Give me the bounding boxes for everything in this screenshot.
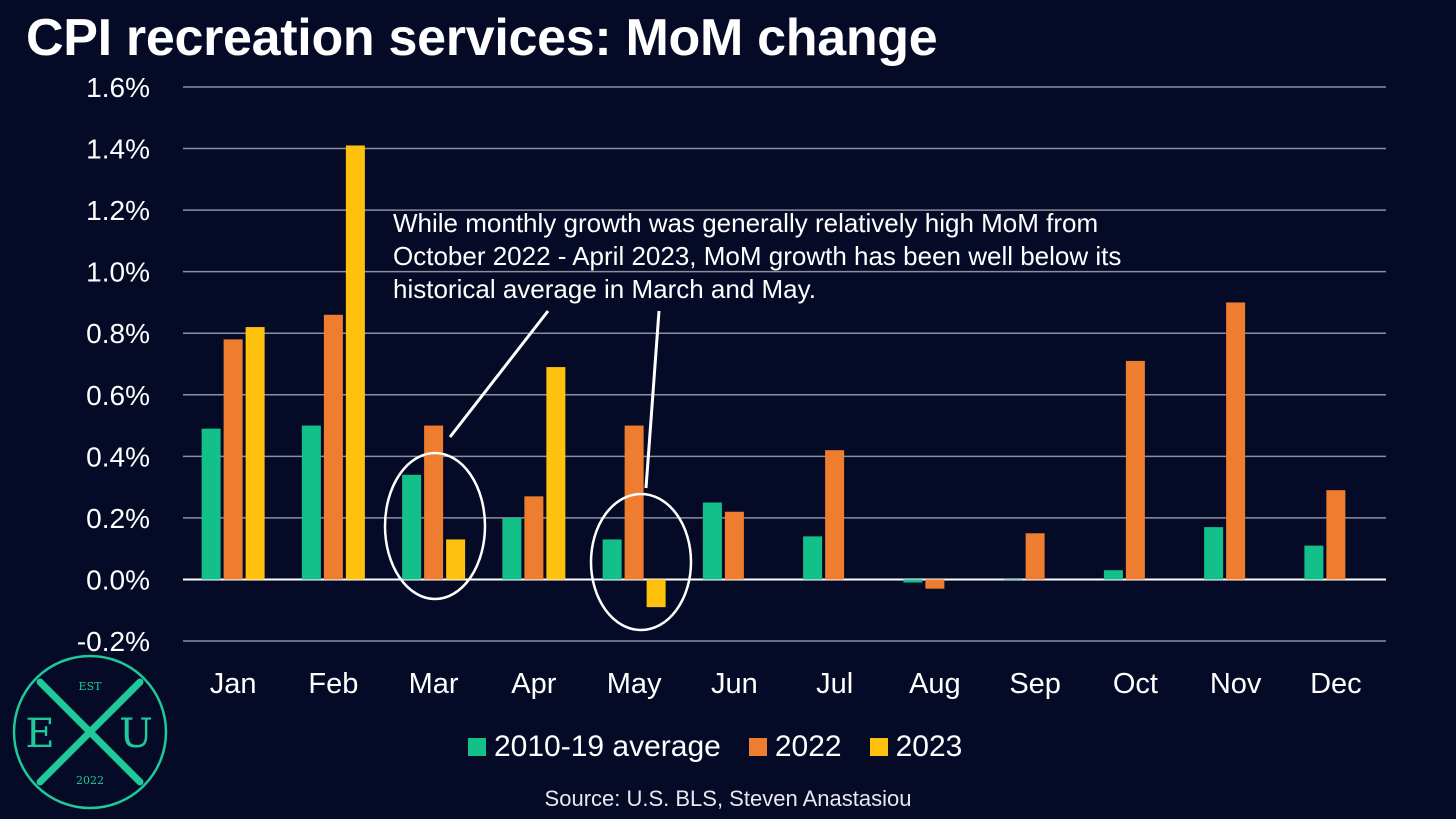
x-tick-label: Jan — [210, 668, 257, 700]
bar-jul-2022 — [825, 450, 845, 580]
x-tick-label: Jul — [816, 668, 853, 700]
x-tick-label: Apr — [511, 668, 556, 700]
y-tick-label: -0.2% — [77, 626, 150, 657]
legend-label-avg: 2010-19 average — [494, 730, 721, 763]
x-tick-label: Nov — [1210, 668, 1262, 700]
bar-may-2023 — [646, 579, 666, 608]
x-tick-label: Jun — [711, 668, 758, 700]
y-tick-label: 0.8% — [86, 318, 150, 349]
legend-swatch-2022 — [748, 738, 767, 756]
bar-apr-2023 — [546, 367, 566, 580]
y-tick-label: 0.6% — [86, 380, 150, 411]
y-tick-label: 1.4% — [86, 134, 150, 165]
bar-mar-2023 — [446, 539, 466, 580]
y-tick-label: 0.0% — [86, 564, 150, 595]
source-note: Source: U.S. BLS, Steven Anastasiou — [544, 786, 912, 811]
callouts — [383, 310, 693, 632]
bars — [201, 145, 1346, 608]
bar-jun-2010-19-average — [702, 502, 722, 580]
bar-dec-2010-19-average — [1304, 545, 1324, 580]
legend-swatch-avg — [468, 738, 486, 756]
x-tick-label: Dec — [1310, 668, 1362, 700]
y-tick-label: 0.4% — [86, 441, 150, 472]
callout-line-mar — [448, 310, 550, 438]
highlight-circle-may — [589, 492, 693, 632]
logo-letter-u: U — [119, 711, 153, 757]
logo-est: EST — [79, 680, 103, 693]
bar-jan-2010-19-average — [201, 428, 221, 580]
x-tick-label: Mar — [409, 668, 459, 700]
bar-nov-2022 — [1226, 302, 1246, 580]
legend-item-2023: 2023 — [869, 730, 963, 764]
bar-feb-2023 — [345, 145, 365, 580]
bar-feb-2010-19-average — [301, 425, 321, 580]
logo-letter-e: E — [25, 711, 54, 757]
x-axis-ticks: Jan Feb Mar Apr May Jun Jul Aug Sep Oct Nov Dec — [210, 668, 1362, 700]
bar-oct-2022 — [1125, 360, 1145, 580]
highlight-circle-mar — [383, 451, 487, 601]
bar-jan-2023 — [245, 327, 265, 580]
y-tick-label: 1.6% — [86, 72, 150, 103]
callout-line-may — [644, 310, 661, 489]
logo-ring — [12, 654, 168, 810]
x-tick-label: Aug — [909, 668, 961, 700]
gridlines — [183, 86, 1386, 642]
bar-mar-2022 — [424, 425, 444, 580]
legend-label-2022: 2022 — [774, 730, 842, 763]
x-tick-label: May — [607, 668, 662, 700]
bar-feb-2022 — [323, 314, 343, 580]
exu-logo: EST E U 2022 — [12, 654, 168, 810]
legend: 2010-19 average 2022 2023 — [468, 730, 990, 764]
x-tick-label: Feb — [308, 668, 358, 700]
bar-oct-2010-19-average — [1103, 570, 1123, 580]
bar-aug-2022 — [925, 579, 945, 589]
y-axis-ticks: -0.2% 0.0% 0.2% 0.4% 0.6% 0.8% 1.0% 1.2% 1.4% 1.6… — [77, 72, 150, 657]
bar-may-2010-19-average — [602, 539, 622, 580]
bar-jan-2022 — [223, 339, 243, 580]
logo-year: 2022 — [76, 774, 104, 787]
x-tick-label: Oct — [1113, 668, 1158, 700]
bar-jun-2022 — [724, 511, 744, 580]
logo-x-stroke-2 — [36, 678, 144, 786]
legend-item-2022: 2022 — [748, 730, 842, 764]
bar-may-2022 — [624, 425, 644, 580]
y-tick-label: 1.2% — [86, 195, 150, 226]
bar-jul-2010-19-average — [803, 536, 823, 580]
x-tick-label: Sep — [1009, 668, 1061, 700]
bar-apr-2022 — [524, 496, 544, 580]
bar-sep-2010-19-average — [1003, 579, 1023, 580]
y-tick-label: 0.2% — [86, 503, 150, 534]
bar-dec-2022 — [1326, 490, 1346, 580]
legend-swatch-2023 — [869, 738, 888, 756]
bar-aug-2010-19-average — [903, 579, 923, 583]
bar-apr-2010-19-average — [502, 517, 522, 580]
chart-title: CPI recreation services: MoM change — [26, 9, 938, 67]
legend-label-2023: 2023 — [895, 730, 963, 763]
bar-mar-2010-19-average — [402, 474, 422, 580]
bar-sep-2022 — [1025, 533, 1045, 580]
chart-annotation: While monthly growth was generally relat… — [393, 208, 1122, 304]
bar-nov-2010-19-average — [1204, 527, 1224, 580]
y-tick-label: 1.0% — [86, 257, 150, 288]
legend-item-avg: 2010-19 average — [468, 730, 721, 764]
